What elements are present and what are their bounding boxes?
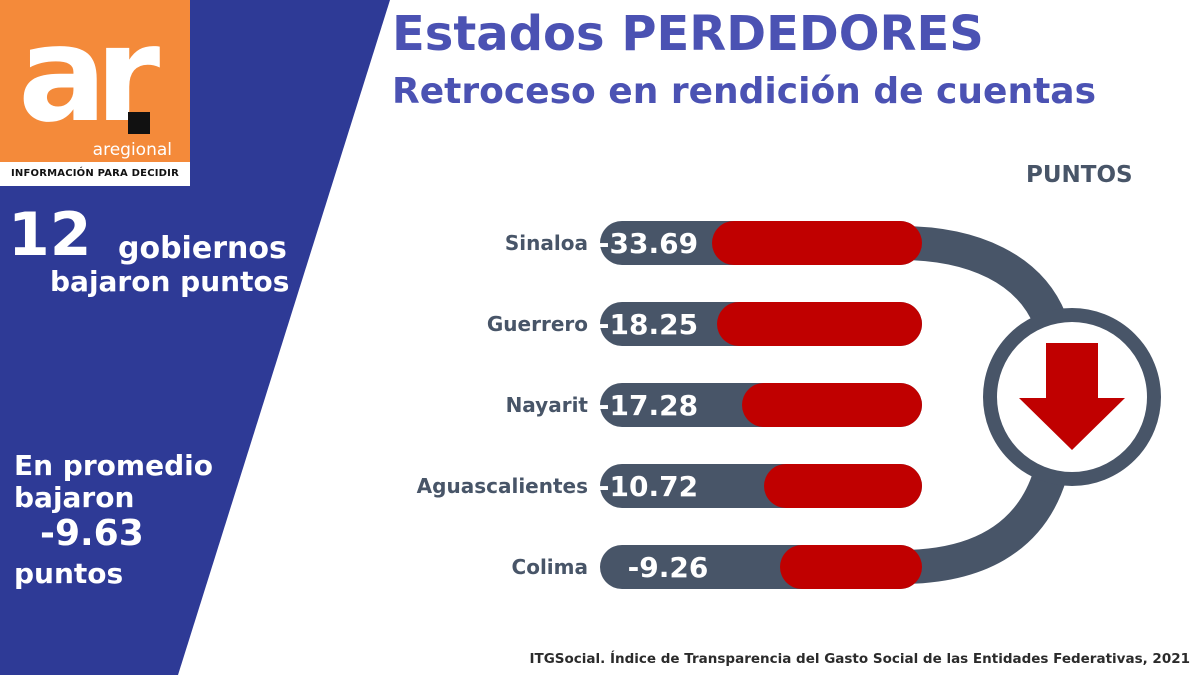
category-label: Guerrero xyxy=(487,312,588,336)
brand-logo: ar aregional INFORMACIÓN PARA DECIDIR xyxy=(0,0,190,186)
logo-dot xyxy=(128,112,150,134)
average-line3: puntos xyxy=(14,557,124,590)
bracket-connector xyxy=(899,226,1067,584)
category-label: Nayarit xyxy=(506,393,589,417)
page-title: Estados PERDEDORES xyxy=(392,6,984,62)
bar xyxy=(742,383,922,427)
logo-name: aregional xyxy=(92,140,172,160)
page-subtitle: Retroceso en rendición de cuentas xyxy=(392,71,1097,112)
bar xyxy=(717,302,922,346)
category-label: Aguascalientes xyxy=(417,474,588,498)
source-note: ITGSocial. Índice de Transparencia del G… xyxy=(529,651,1190,667)
governments-count: 12 xyxy=(8,200,92,270)
value-label: -9.26 xyxy=(628,551,709,584)
down-arrow-badge xyxy=(983,308,1161,486)
bar xyxy=(712,221,922,265)
governments-label: gobiernos xyxy=(118,231,287,266)
down-arrow-icon xyxy=(1019,343,1125,450)
bar xyxy=(764,464,922,508)
bars-group: Sinaloa -33.69 Guerrero -18.25 Nayarit -17.28… xyxy=(417,221,922,589)
unit-label: PUNTOS xyxy=(1026,162,1133,188)
average-line2: bajaron xyxy=(14,481,135,514)
value-label: -33.69 xyxy=(598,227,698,260)
governments-sublabel: bajaron puntos xyxy=(50,265,290,298)
value-label: -18.25 xyxy=(598,308,698,341)
value-label: -17.28 xyxy=(598,389,698,422)
average-value: -9.63 xyxy=(40,513,144,554)
category-label: Sinaloa xyxy=(505,231,588,255)
average-line1: En promedio xyxy=(14,449,213,482)
logo-tagline: INFORMACIÓN PARA DECIDIR xyxy=(0,162,190,186)
value-label: -10.72 xyxy=(598,470,698,503)
connector-top-arc xyxy=(899,226,1066,328)
bar xyxy=(780,545,922,589)
category-label: Colima xyxy=(512,555,588,579)
connector-bottom-arc xyxy=(899,469,1067,584)
